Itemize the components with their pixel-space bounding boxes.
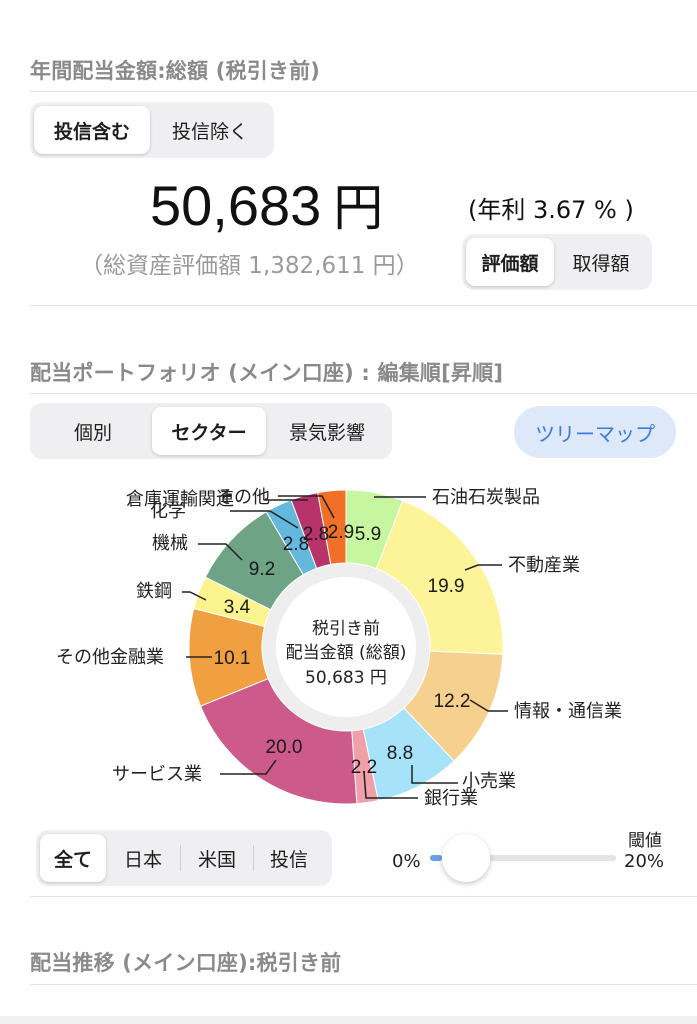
acquisition-cost-button[interactable]: 取得額 bbox=[572, 252, 630, 275]
slice-value: 5.9 bbox=[355, 524, 381, 545]
slice-label: 機械 bbox=[152, 533, 188, 554]
donut-slice[interactable] bbox=[317, 489, 347, 565]
tab-economic-impact[interactable]: 景気影響 bbox=[288, 421, 365, 444]
donut-center-label: 税引き前 bbox=[312, 619, 380, 639]
history-title: 配当推移 (メイン口座):税引き前 bbox=[30, 951, 342, 975]
slice-label: 石油石炭製品 bbox=[432, 487, 540, 508]
threshold-slider-knob[interactable] bbox=[441, 834, 490, 882]
slice-label: 鉄鋼 bbox=[136, 581, 172, 602]
bottom-bar bbox=[0, 1016, 697, 1024]
treemap-button[interactable]: ツリーマップ bbox=[514, 406, 676, 458]
market-value-button[interactable]: 評価額 bbox=[466, 238, 554, 286]
tab-individual[interactable]: 個別 bbox=[73, 421, 112, 444]
tab-all[interactable]: 全て bbox=[40, 834, 106, 882]
slice-label: その他金融業 bbox=[56, 647, 164, 668]
slice-label: 小売業 bbox=[462, 771, 516, 792]
divider bbox=[30, 305, 697, 306]
slice-value: 2.9 bbox=[328, 522, 354, 543]
region-tabs: 全て 日本 米国 投信 bbox=[36, 830, 332, 886]
slice-value: 8.8 bbox=[387, 743, 413, 764]
divider bbox=[30, 393, 697, 394]
slice-value: 10.1 bbox=[214, 648, 251, 669]
tab-funds[interactable]: 投信 bbox=[269, 848, 308, 871]
slice-label: その他 bbox=[216, 487, 270, 508]
threshold-slider-fill bbox=[430, 855, 442, 861]
fund-toggle: 投信含む 投信除く bbox=[30, 102, 274, 158]
leader-line bbox=[230, 510, 299, 529]
slice-label: 不動産業 bbox=[508, 555, 580, 576]
slice-label: 銀行業 bbox=[424, 788, 478, 809]
total-assets: （総資産評価額 1,382,611 円） bbox=[80, 253, 419, 279]
slice-value: 2.8 bbox=[303, 524, 329, 545]
divider bbox=[30, 984, 697, 985]
slice-label: サービス業 bbox=[112, 764, 202, 785]
slice-value: 3.4 bbox=[224, 597, 251, 618]
slice-value: 12.2 bbox=[434, 691, 471, 712]
slice-value: 20.0 bbox=[266, 737, 303, 758]
donut-inner-ring bbox=[262, 563, 430, 731]
annual-amount: 50,683 円 bbox=[150, 168, 383, 240]
donut-slice[interactable] bbox=[375, 499, 504, 655]
donut-slice[interactable] bbox=[199, 677, 358, 805]
leader-line bbox=[220, 759, 277, 775]
donut-center-amount: 50,683 円 bbox=[305, 668, 387, 688]
leader-line bbox=[469, 699, 508, 712]
slice-label: 倉庫運輸関連 bbox=[126, 489, 234, 510]
slice-value: 2.2 bbox=[351, 757, 377, 778]
slice-label: 化学 bbox=[150, 501, 186, 522]
slice-value: 9.2 bbox=[249, 559, 275, 580]
threshold-slider-track[interactable] bbox=[430, 855, 616, 861]
tab-us[interactable]: 米国 bbox=[197, 848, 236, 871]
basis-toggle: 評価額 取得額 bbox=[462, 234, 652, 290]
leader-line bbox=[198, 543, 243, 561]
annual-yield: (年利 3.67 % ) bbox=[468, 196, 634, 224]
slice-value: 19.9 bbox=[428, 576, 465, 597]
leader-line bbox=[464, 564, 502, 571]
donut-center-subtitle: 配当金額 (総額) bbox=[285, 643, 407, 663]
leader-line bbox=[278, 495, 335, 519]
amount-currency: 円 bbox=[333, 180, 384, 236]
divider bbox=[253, 845, 254, 871]
tab-japan[interactable]: 日本 bbox=[123, 848, 162, 871]
divider bbox=[30, 91, 697, 92]
divider bbox=[30, 896, 697, 897]
annual-dividend-title: 年間配当金額:総額 (税引き前) bbox=[30, 59, 321, 83]
portfolio-title: 配当ポートフォリオ (メイン口座) : 編集順[昇順] bbox=[30, 361, 504, 385]
amount-value: 50,683 bbox=[150, 174, 322, 237]
divider bbox=[180, 845, 181, 871]
threshold-max: 20% bbox=[624, 851, 665, 872]
threshold-label: 閾値 bbox=[628, 831, 662, 851]
leader-line bbox=[363, 771, 418, 799]
include-funds-button[interactable]: 投信含む bbox=[34, 106, 150, 154]
leader-line bbox=[182, 591, 207, 601]
slice-value: 2.8 bbox=[283, 534, 309, 555]
view-tabs: 個別 セクター 景気影響 bbox=[30, 403, 392, 459]
exclude-funds-button[interactable]: 投信除く bbox=[171, 120, 248, 143]
threshold-min: 0% bbox=[392, 851, 421, 872]
slice-label: 情報・通信業 bbox=[514, 701, 622, 722]
tab-sector[interactable]: セクター bbox=[152, 407, 266, 455]
leader-line bbox=[411, 765, 458, 784]
